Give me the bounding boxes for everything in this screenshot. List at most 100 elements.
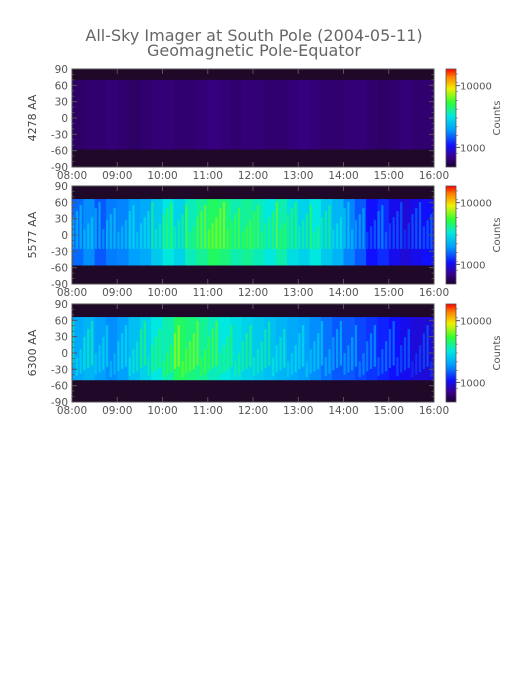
heatmap-streak	[124, 220, 128, 249]
heatmap-streak	[87, 223, 90, 249]
heatmap-streak	[381, 349, 384, 374]
heatmap-streak	[102, 229, 105, 249]
heatmap-streak	[113, 208, 116, 249]
heatmap-streak	[392, 217, 395, 249]
heatmap-streak	[430, 214, 433, 249]
heatmap-streak	[335, 223, 339, 249]
colorbar	[445, 185, 457, 285]
heatmap-streak	[181, 361, 184, 378]
heatmap-streak	[381, 205, 384, 249]
heatmap-streak	[418, 202, 422, 249]
colorbar-label: Counts	[492, 101, 503, 136]
heatmap-streak	[79, 349, 82, 374]
heatmap-streak	[249, 220, 252, 249]
heatmap-streak	[162, 361, 165, 378]
heatmap-column	[72, 79, 84, 150]
x-tick-label: 09:00	[102, 405, 132, 417]
heatmap-streak	[154, 229, 158, 249]
heatmap-streak	[422, 226, 425, 249]
heatmap-streak	[143, 217, 146, 249]
heatmap-streak	[268, 217, 271, 249]
x-tick-label: 08:00	[57, 287, 87, 299]
heatmap-streak	[332, 337, 335, 371]
heatmap-streak	[328, 205, 331, 249]
heatmap-streak	[75, 211, 79, 249]
heatmap-streak	[411, 214, 414, 249]
heatmap-streak	[222, 202, 226, 249]
heatmap-streak	[403, 337, 407, 371]
heatmap-column	[230, 317, 243, 381]
heatmap-streak	[358, 214, 361, 249]
heatmap-streak	[154, 337, 158, 371]
heatmap-streak	[426, 220, 429, 249]
heatmap-bottom-band	[72, 380, 434, 402]
y-tick-label: 60	[55, 197, 68, 209]
heatmap-streak	[192, 333, 195, 370]
heatmap-column	[411, 79, 424, 150]
heatmap-streak	[181, 214, 184, 249]
x-tick-label: 15:00	[374, 287, 404, 299]
heatmap-streak	[207, 337, 211, 371]
heatmap-streak	[109, 214, 112, 249]
heatmap-streak	[358, 361, 361, 378]
y-tick-label: 90	[55, 299, 68, 311]
heatmap-streak	[98, 345, 101, 373]
x-tick-label: 11:00	[193, 287, 223, 299]
heatmap-streak	[253, 357, 256, 376]
heatmap-streak	[102, 337, 105, 371]
heatmap-column	[253, 79, 265, 150]
heatmap-streak	[241, 232, 244, 249]
heatmap-column	[230, 79, 243, 150]
y-tick-label: 0	[61, 113, 68, 125]
y-tick-label: 60	[55, 80, 68, 92]
heatmap-streak	[343, 208, 346, 249]
heatmap-streak	[203, 349, 207, 374]
heatmap-streak	[170, 202, 173, 249]
heatmap-column	[105, 79, 118, 150]
colorbar-tick-label: 10000	[460, 317, 492, 328]
chart-subtitle: Geomagnetic Pole-Equator	[147, 41, 361, 60]
heatmap-streak	[286, 361, 290, 378]
heatmap-streak	[339, 321, 342, 366]
x-tick-label: 09:00	[102, 287, 132, 299]
heatmap-streak	[302, 325, 305, 367]
heatmap-column	[298, 79, 311, 150]
y-tick-label: -60	[51, 381, 68, 393]
heatmap-column	[162, 79, 175, 150]
heatmap-streak	[173, 333, 177, 370]
heatmap-streak	[132, 205, 135, 249]
heatmap-streak	[173, 226, 177, 249]
heatmap-column	[377, 317, 390, 381]
heatmap-streak	[302, 220, 305, 249]
heatmap-column	[264, 79, 277, 150]
colorbar-tick-label: 1000	[460, 143, 485, 154]
heatmap-streak	[354, 325, 358, 367]
heatmap-streak	[343, 353, 346, 375]
x-tick-label: 12:00	[238, 170, 268, 182]
y-tick-label: -90	[51, 162, 68, 174]
heatmap-streak	[245, 226, 248, 249]
heatmap-streak	[264, 223, 267, 249]
heatmap-column	[219, 79, 231, 150]
heatmap-streak	[147, 357, 150, 376]
heatmap-streak	[132, 349, 135, 374]
heatmap-streak	[230, 220, 233, 249]
heatmap-streak	[354, 220, 358, 249]
heatmap-streak	[392, 321, 395, 366]
heatmap-streak	[105, 220, 109, 249]
y-tick-label: 90	[55, 64, 68, 76]
heatmap-streak	[290, 353, 293, 375]
heatmap-streak	[188, 341, 192, 372]
heatmap-column	[286, 79, 299, 150]
heatmap-column	[366, 79, 378, 150]
heatmap-column	[253, 317, 265, 381]
heatmap-streak	[177, 325, 180, 367]
colorbar-tick-label: 1000	[460, 378, 485, 389]
heatmap-streak	[158, 223, 161, 249]
heatmap-streak	[166, 208, 169, 249]
colorbar-tick-label: 1000	[460, 260, 485, 271]
heatmap-streak	[309, 349, 312, 374]
heatmap-streak	[166, 353, 169, 375]
x-tick-label: 13:00	[283, 170, 313, 182]
heatmap-streak	[94, 353, 97, 375]
